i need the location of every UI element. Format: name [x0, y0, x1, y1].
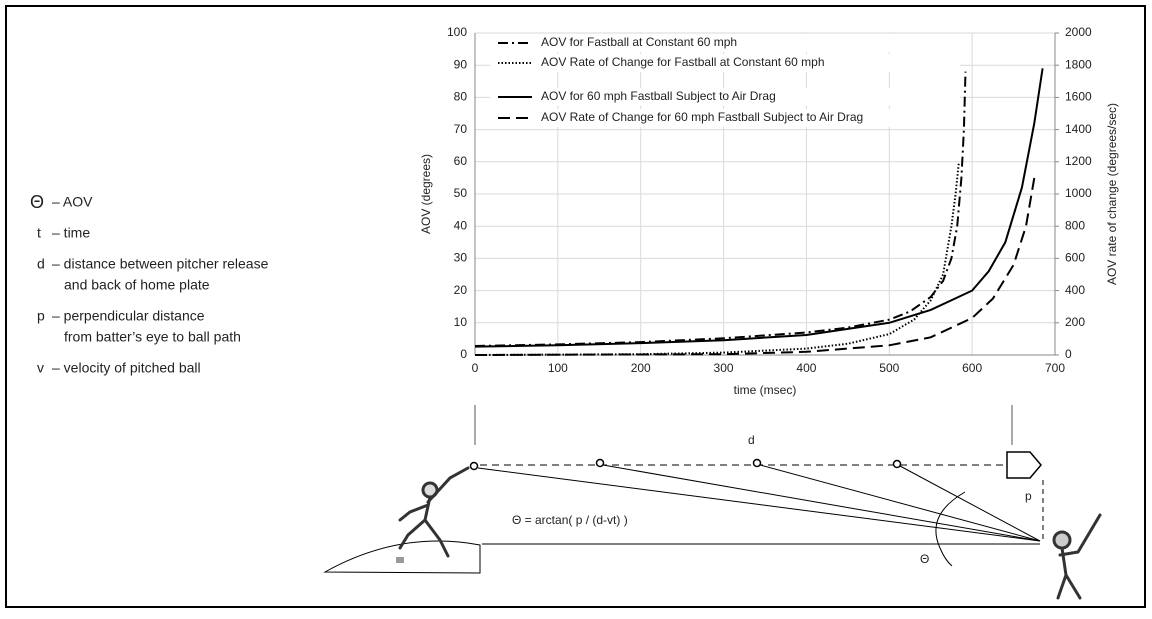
- symbol: Θ: [30, 192, 44, 212]
- angle-label: Θ: [920, 552, 929, 566]
- y-tick-label: 80: [454, 90, 468, 104]
- legend-label: AOV for Fastball at Constant 60 mph: [541, 35, 737, 49]
- series-line: [474, 161, 960, 356]
- y-tick-label: 10: [454, 315, 468, 329]
- symbol: p: [37, 308, 45, 324]
- y2-tick-label: 0: [1065, 347, 1072, 361]
- x-axis-label: time (msec): [734, 383, 797, 397]
- symbol-text: and back of home plate: [64, 277, 210, 293]
- x-tick-label: 500: [879, 361, 899, 375]
- x-tick-label: 700: [1045, 361, 1065, 375]
- y2-tick-label: 1400: [1065, 122, 1092, 136]
- legend-bg: [490, 34, 960, 52]
- y2-tick-label: 1000: [1065, 186, 1092, 200]
- y2-tick-label: 800: [1065, 218, 1085, 232]
- x-tick-label: 100: [548, 361, 568, 375]
- formula: Θ = arctan( p / (d-vt) ): [512, 513, 628, 527]
- p-label: p: [1025, 489, 1032, 503]
- legend-bg: [490, 54, 960, 72]
- y2-tick-label: 1200: [1065, 154, 1092, 168]
- y-tick-label: 90: [454, 57, 468, 71]
- series-line: [474, 68, 1044, 348]
- y-tick-label: 0: [460, 347, 467, 361]
- frame: [5, 5, 1146, 608]
- legend-label: AOV Rate of Change for 60 mph Fastball S…: [541, 110, 863, 124]
- chart: 0 100 200 300 400 500 600 700010203040506070809…: [419, 25, 1119, 397]
- symbol-text: – velocity of pitched ball: [52, 360, 201, 376]
- diagram: d p Θ = arctan( p / (d-vt) ) Θ: [323, 405, 1102, 600]
- x-tick-label: 200: [631, 361, 651, 375]
- symbol-text: from batter’s eye to ball path: [64, 329, 241, 345]
- symbol-text: – perpendicular distance: [52, 308, 205, 324]
- y2-tick-label: 1800: [1065, 57, 1092, 71]
- y-axis-label: AOV (degrees): [419, 154, 433, 234]
- balls: [469, 458, 902, 471]
- x-tick-label: 600: [962, 361, 982, 375]
- x-tick-label: 400: [796, 361, 816, 375]
- symbol: d: [37, 256, 45, 272]
- y2-tick-label: 400: [1065, 283, 1085, 297]
- x-tick-label: 300: [714, 361, 734, 375]
- symbol: v: [37, 360, 44, 376]
- pitcher: [398, 466, 470, 558]
- symbol-text: – distance between pitcher release: [52, 256, 269, 272]
- x-tick-label: 0: [472, 361, 479, 375]
- y-tick-label: 60: [454, 154, 468, 168]
- y2-tick-label: 2000: [1065, 25, 1092, 39]
- d-label: d: [748, 433, 755, 447]
- symbol: t: [37, 225, 41, 241]
- y-tick-label: 70: [454, 122, 468, 136]
- rubber: [396, 557, 404, 563]
- legend-bg: [490, 109, 960, 127]
- y2-tick-label: 200: [1065, 315, 1085, 329]
- home-plate: [1006, 451, 1042, 479]
- legend-bg: [490, 88, 960, 106]
- legend-label: AOV Rate of Change for Fastball at Const…: [541, 55, 825, 69]
- y-tick-label: 40: [454, 218, 468, 232]
- y2-axis-label: AOV rate of change (degrees/sec): [1105, 103, 1119, 285]
- y2-tick-label: 600: [1065, 251, 1085, 265]
- sight-lines: [477, 464, 1041, 567]
- symbol-text: – time: [52, 225, 90, 241]
- y-tick-label: 30: [454, 251, 468, 265]
- y-tick-label: 50: [454, 186, 468, 200]
- y2-tick-label: 1600: [1065, 90, 1092, 104]
- series-line: [474, 177, 1036, 356]
- y-tick-label: 20: [454, 283, 468, 297]
- symbol-list: Θ – AOV t – time d – distance between pitcher…: [30, 192, 269, 376]
- symbol-text: – AOV: [52, 194, 93, 210]
- batter: [1052, 513, 1102, 600]
- legend-label: AOV for 60 mph Fastball Subject to Air D…: [541, 89, 776, 103]
- y-tick-label: 100: [447, 25, 467, 39]
